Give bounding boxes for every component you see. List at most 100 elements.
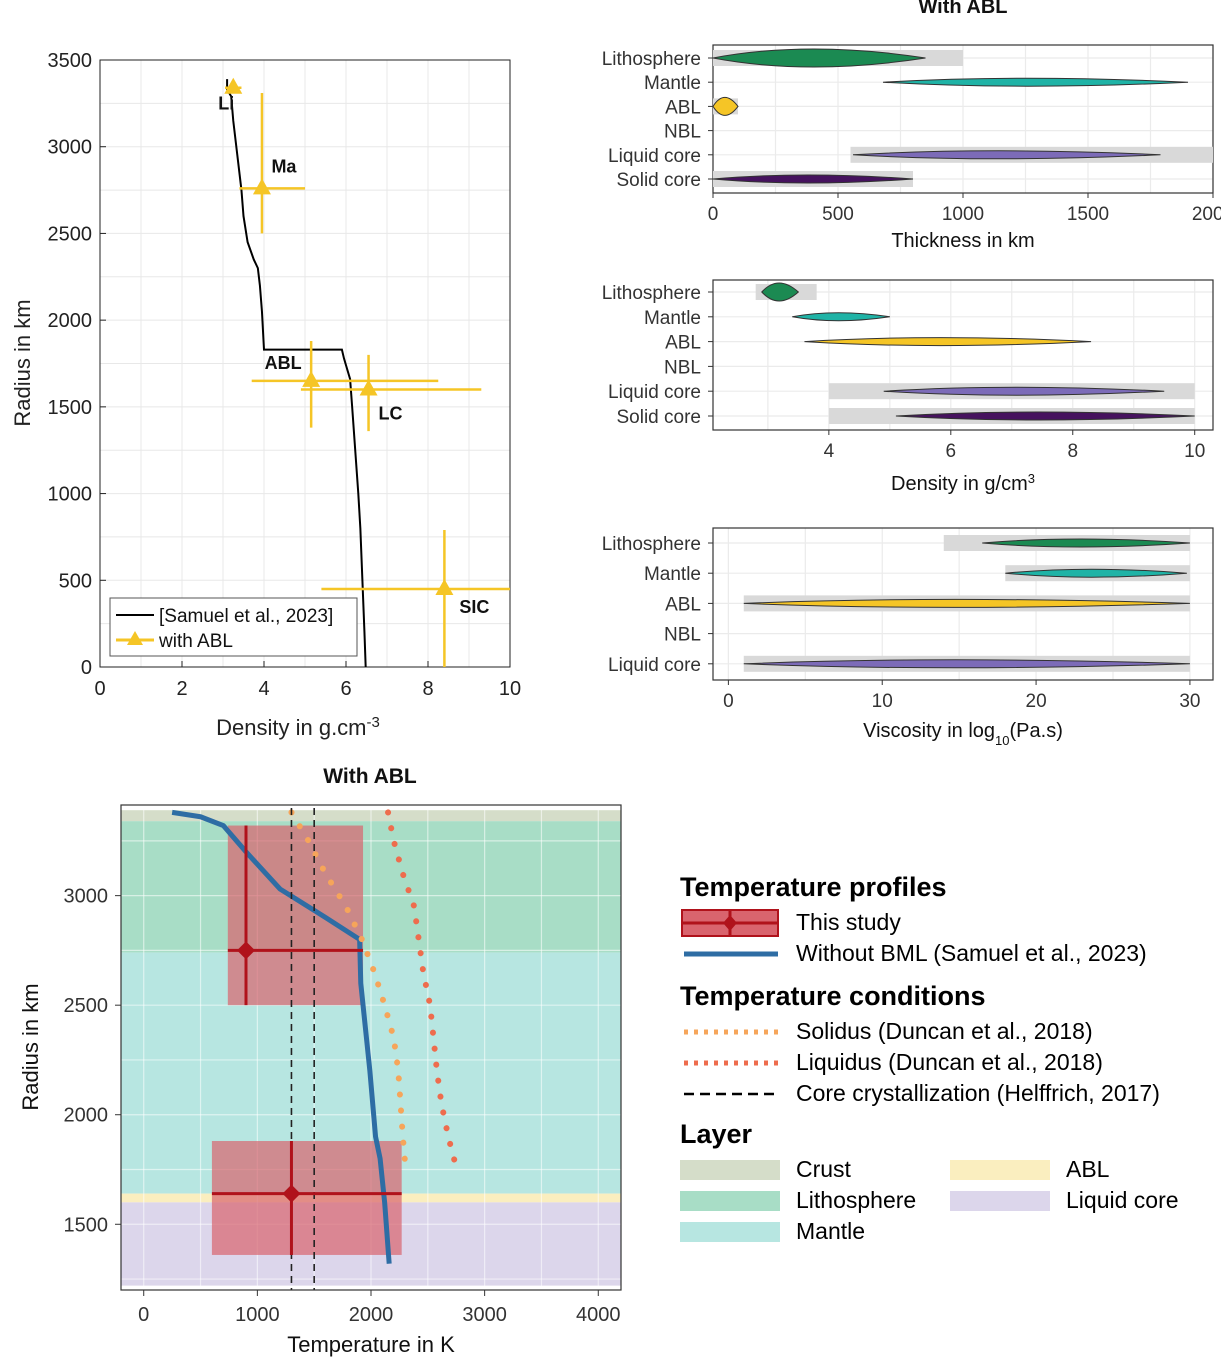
without-bml-temperature-line [171, 809, 392, 1264]
violin-xtick-label: 30 [1179, 691, 1200, 712]
this-study-marker [282, 1184, 301, 1203]
violin-panel-2-xlabel: Density in g/cm3 [891, 471, 1035, 496]
violin-panel-3-frame [712, 527, 1214, 681]
panel-a-ytick-label: 1000 [48, 484, 93, 506]
temperature-ytick-label: 2000 [64, 1105, 109, 1127]
panel-a-xtick-label: 4 [258, 678, 269, 700]
violin-xtick-label: 10 [872, 691, 893, 712]
legend-label-mantle: Mantle [796, 1218, 866, 1244]
violin-panel-1-title: With ABL [918, 0, 1007, 18]
temperature-xtick-label: 4000 [576, 1304, 621, 1326]
panel-a-xtick-label: 6 [340, 678, 351, 700]
legend-label-lithosphere: Lithosphere [796, 1187, 917, 1213]
violin-abl [712, 96, 739, 116]
legend-item-mantle: Mantle [680, 1216, 950, 1247]
panel-a-ytick-label: 2000 [48, 310, 93, 332]
violin-category-label: ABL [665, 594, 701, 615]
violin-liquid-core [852, 150, 1161, 160]
panel-a-xtick-label: 10 [499, 678, 521, 700]
violin-category-label: NBL [664, 625, 701, 646]
temperature-xtick-label: 3000 [462, 1304, 507, 1326]
panel-a-xtick-label: 8 [422, 678, 433, 700]
panel-a-frame [99, 59, 511, 668]
violin-category-label: ABL [665, 97, 701, 118]
legend-layers-grid: Crust ABL Lithosphere Liquid core Mantle [680, 1154, 1215, 1247]
violin-xtick-label: 2000 [1192, 204, 1221, 225]
violin-xtick-label: 1500 [1067, 204, 1109, 225]
violin-category-label: Mantle [644, 308, 701, 329]
abl-point-label: SIC [459, 597, 489, 617]
panel-a-xtick-label: 0 [94, 678, 105, 700]
violin-lithosphere [712, 48, 926, 68]
panel-a-xlabel: Density in g.cm-3 [216, 714, 380, 741]
violin-panel-2-area [713, 280, 1213, 430]
legend-title-layer: Layer [680, 1119, 753, 1149]
violin-category-label: Mantle [644, 73, 701, 94]
violin-xtick-label: 0 [723, 691, 734, 712]
violin-xtick-label: 4 [824, 441, 835, 462]
solidus-line [288, 809, 409, 1166]
violin-category-label: Liquid core [608, 382, 701, 403]
violin-lithosphere [761, 282, 800, 302]
abl-point-label: Li [218, 94, 234, 114]
violin-liquid-core [883, 386, 1165, 396]
violin-liquid-core [743, 659, 1190, 669]
abl-point-marker [224, 77, 243, 94]
panel-a-ytick-label: 3000 [48, 137, 93, 159]
legend-item-crust: Crust [680, 1154, 950, 1185]
violin-solid-core [712, 174, 914, 184]
legend-label-liquidus: Liquidus (Duncan et al., 2018) [796, 1049, 1103, 1075]
legend-key-liquidus [680, 1051, 780, 1075]
legend-item-without-bml: Without BML (Samuel et al., 2023) [680, 938, 1215, 969]
temperature-ytick-label: 1500 [64, 1214, 109, 1236]
legend-key-without-bml [680, 942, 780, 966]
abl-point-marker [252, 178, 271, 195]
temperature-xtick-label: 1000 [235, 1304, 280, 1326]
violin-mantle [792, 312, 890, 322]
violin-category-label: Mantle [644, 564, 701, 585]
legend-item-this-study: This study [680, 907, 1215, 938]
legend-key-lithosphere [680, 1190, 780, 1211]
temperature-legend: Temperature profiles This study Without … [680, 870, 1215, 1247]
panel-a-ytick-label: 0 [81, 657, 92, 679]
violin-xtick-label: 8 [1067, 441, 1078, 462]
legend-item-solidus: Solidus (Duncan et al., 2018) [680, 1016, 1215, 1047]
violin-xtick-label: 0 [708, 204, 719, 225]
temperature-panel-title: With ABL [323, 765, 417, 788]
violin-category-label: Liquid core [608, 146, 701, 167]
violin-category-label: NBL [664, 357, 701, 378]
legend-label-core-crystallization: Core crystallization (Helffrich, 2017) [796, 1080, 1160, 1106]
violin-xtick-label: 6 [946, 441, 957, 462]
violin-mantle [1005, 568, 1187, 578]
this-study-marker [237, 941, 255, 960]
abl-point-label: LC [379, 404, 403, 424]
abl-point-label: ABL [265, 353, 302, 373]
legend-label-this-study: This study [796, 909, 901, 935]
panel-a-legend-label-samuel: [Samuel et al., 2023] [159, 606, 333, 627]
panel-a-ytick-label: 1500 [48, 397, 93, 419]
violin-category-label: ABL [665, 333, 701, 354]
violin-abl [804, 337, 1092, 347]
panel-a-xtick-label: 2 [176, 678, 187, 700]
temperature-xtick-label: 0 [138, 1304, 149, 1326]
violin-panel-3-xlabel: Viscosity in log10(Pa.s) [863, 720, 1063, 748]
legend-label-without-bml: Without BML (Samuel et al., 2023) [796, 940, 1147, 966]
legend-key-core-crystallization [680, 1082, 780, 1106]
panel-a-legend-label-abl: with ABL [158, 631, 233, 652]
legend-item-liquid-core: Liquid core [950, 1185, 1210, 1216]
violin-category-label: Lithosphere [602, 534, 701, 555]
this-study-box [211, 1141, 402, 1255]
violin-category-label: Solid core [617, 407, 702, 428]
legend-label-abl: ABL [1066, 1156, 1110, 1182]
panel-a-ytick-label: 3500 [48, 50, 93, 72]
legend-key-abl [950, 1159, 1050, 1180]
panel-a-legend-box [109, 597, 358, 657]
legend-key-this-study [680, 908, 780, 937]
violin-xtick-label: 500 [822, 204, 854, 225]
violin-category-label: Liquid core [608, 655, 701, 676]
legend-item-abl: ABL [950, 1154, 1210, 1185]
abl-point-marker [359, 379, 378, 396]
legend-key-liquid-core [950, 1190, 1050, 1211]
panel-a-ylabel: Radius in km [10, 299, 35, 426]
abl-point-label: Ma [271, 156, 297, 176]
